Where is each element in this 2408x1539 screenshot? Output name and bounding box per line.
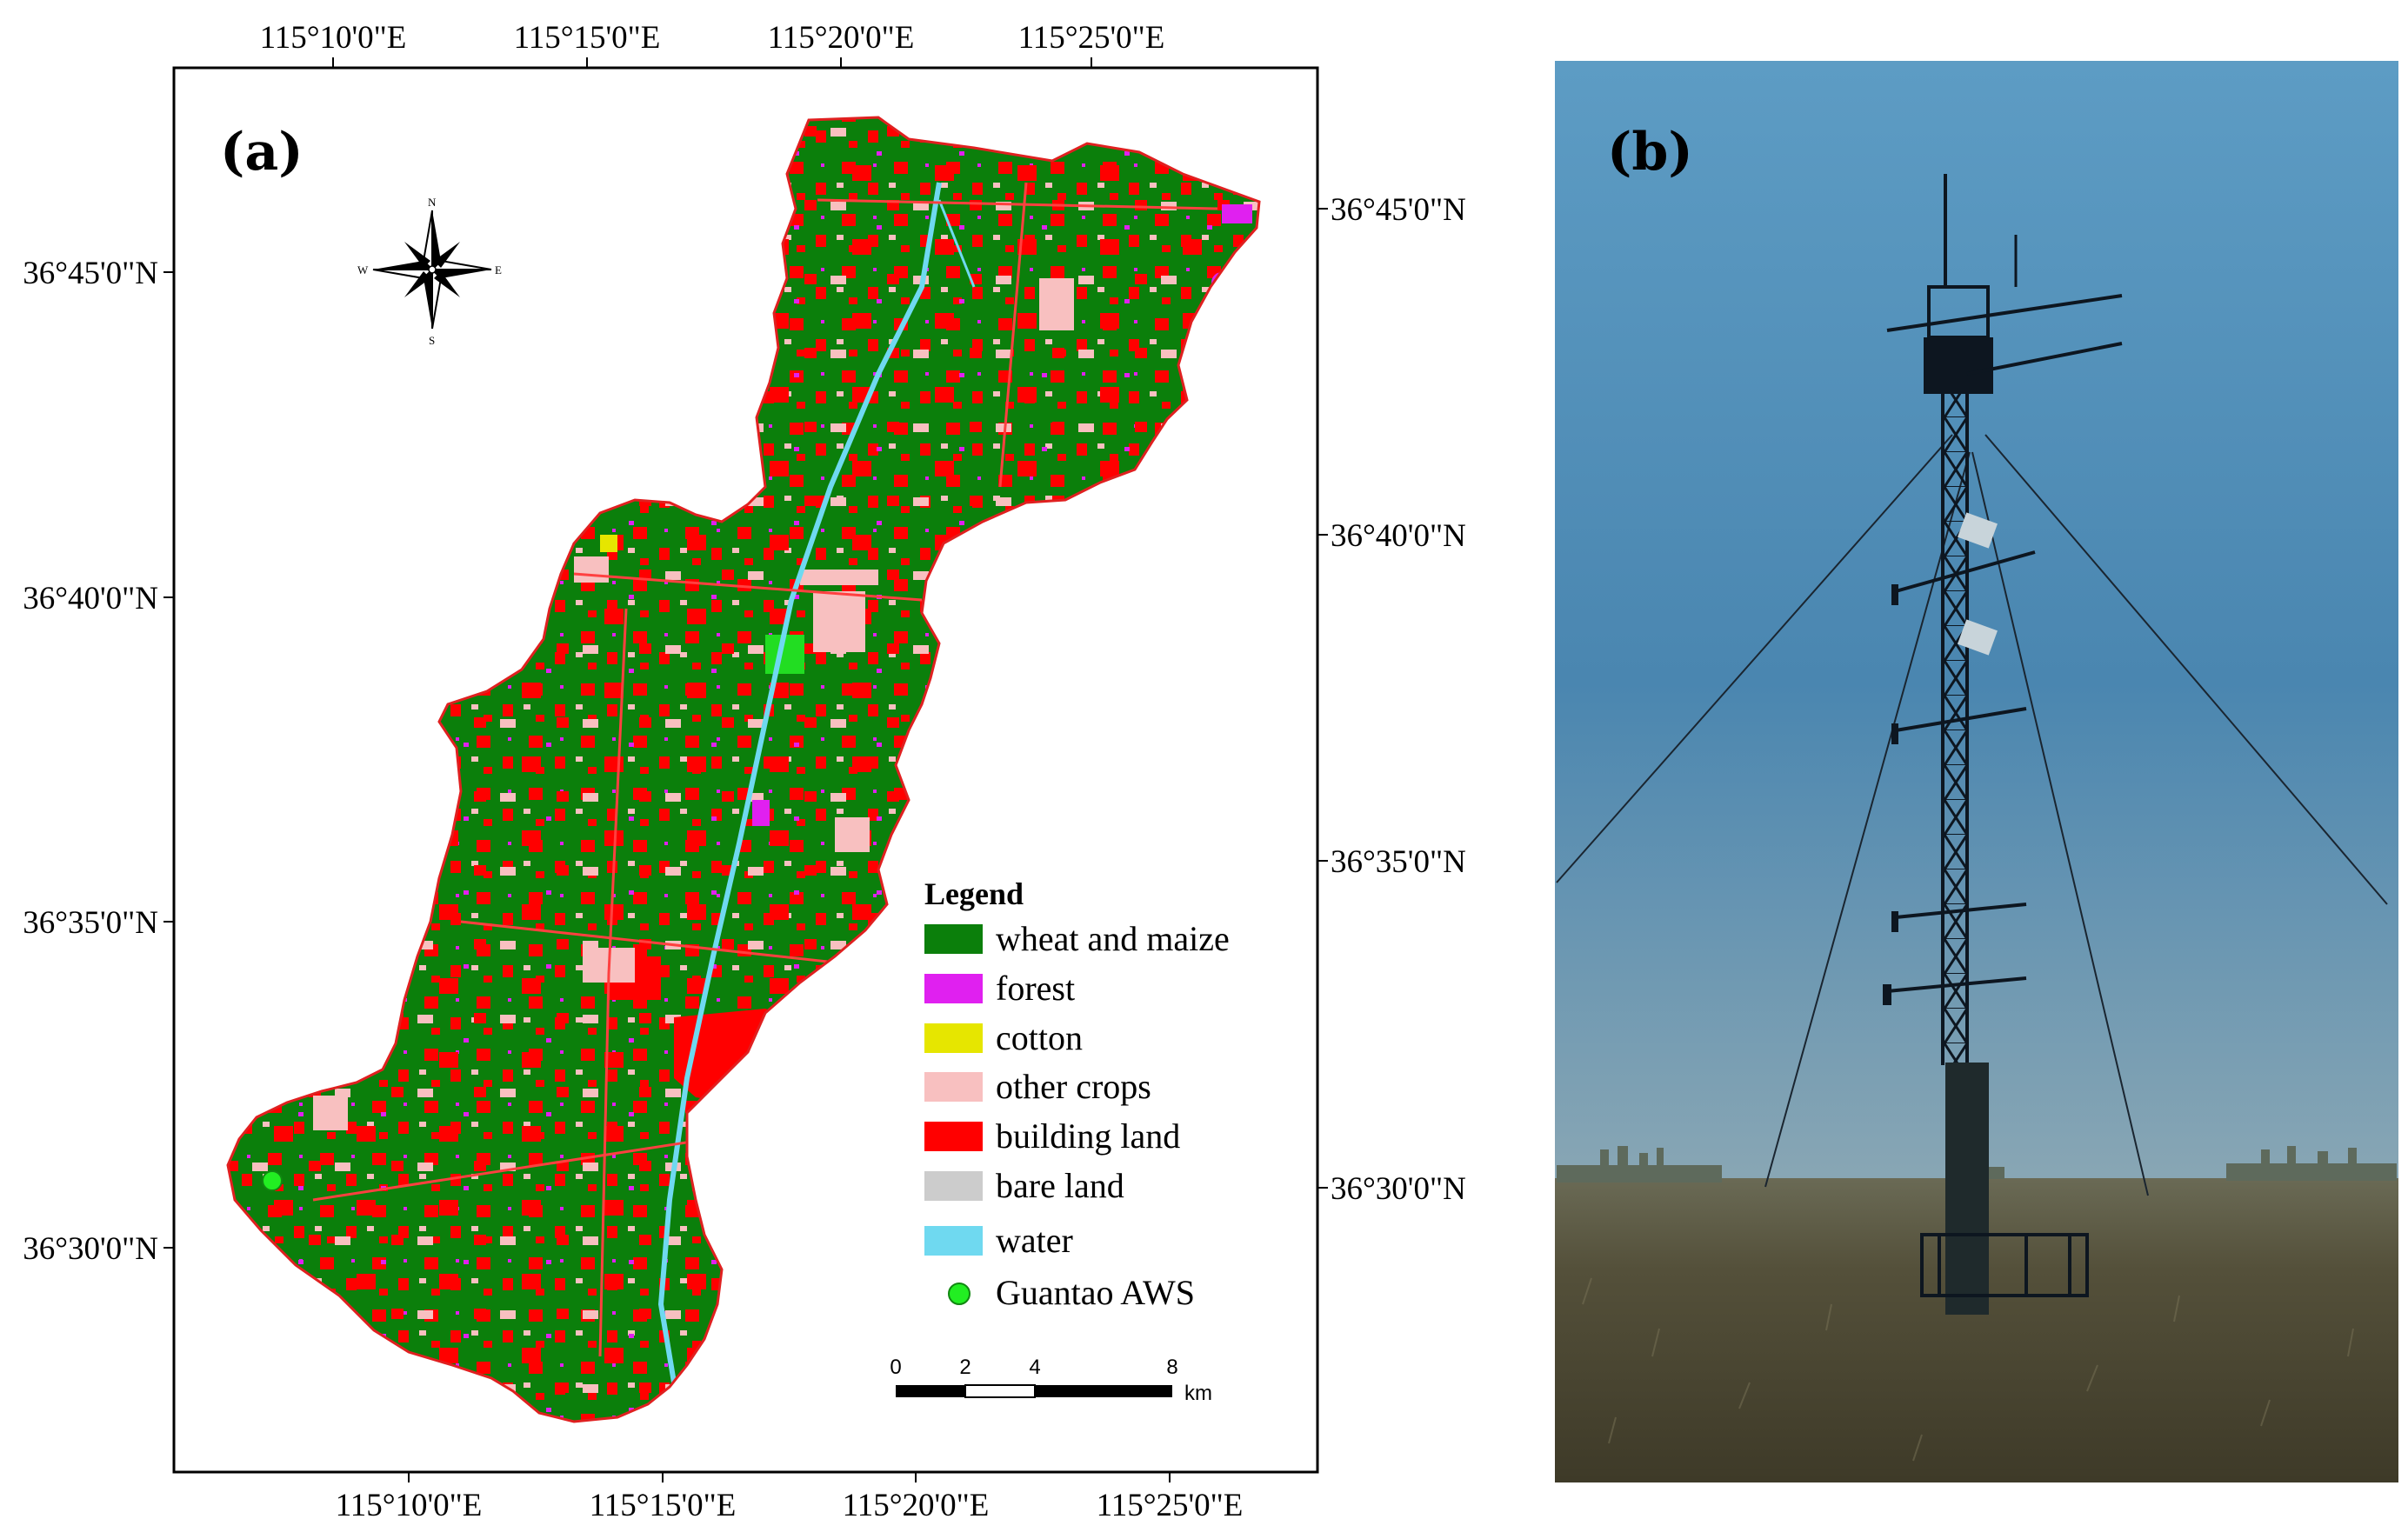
legend-label-building-land: building land — [996, 1116, 1180, 1156]
legend-label-wheat-and-maize: wheat and maize — [996, 919, 1230, 958]
legend-swatch-cotton — [924, 1023, 983, 1053]
right-tick-3: 36°35'0"N — [1331, 844, 1466, 880]
bottom-tick-3: 115°20'0"E — [843, 1488, 990, 1523]
panel-b-label: (b) — [1607, 122, 1693, 183]
legend-items: wheat and maize forest cotton other crops bu… — [924, 919, 1230, 1312]
legend: Legend wheat and maize forest cotton other … — [924, 876, 1230, 1312]
scale-label-0: 0 — [890, 1356, 901, 1379]
tick-marks — [163, 57, 1328, 1482]
panel-b-photo: (b) — [1555, 61, 2398, 1482]
legend-label-other-crops: other crops — [996, 1067, 1151, 1106]
top-tick-4: 115°25'0"E — [1018, 20, 1165, 56]
legend-label-cotton: cotton — [996, 1018, 1083, 1057]
compass-w: W — [357, 263, 369, 276]
other-crops-patch — [813, 591, 865, 652]
treeline — [1557, 1146, 2397, 1183]
legend-swatch-building-land — [924, 1122, 983, 1151]
right-tick-4: 36°30'0"N — [1331, 1171, 1466, 1207]
legend-swatch-wheat-and-maize — [924, 924, 983, 954]
tower-base — [1945, 1063, 1989, 1315]
legend-label-water: water — [996, 1221, 1073, 1260]
river — [657, 182, 942, 1409]
compass-s: S — [429, 334, 435, 347]
guy-wires — [1556, 434, 2388, 1196]
right-tick-1: 36°45'0"N — [1331, 192, 1466, 228]
left-tick-labels: 36°45'0"N 36°40'0"N 36°35'0"N 36°30'0"N — [23, 256, 158, 1267]
legend-swatch-bare-land — [924, 1171, 983, 1201]
legend-swatch-other-crops — [924, 1072, 983, 1102]
left-tick-1: 36°45'0"N — [23, 256, 158, 291]
top-tick-3: 115°20'0"E — [768, 20, 915, 56]
right-tick-labels: 36°45'0"N 36°40'0"N 36°35'0"N 36°30'0"N — [1331, 192, 1466, 1207]
legend-swatch-guantao-aws — [948, 1282, 971, 1305]
tower — [1883, 174, 2123, 1315]
top-tick-labels: 115°10'0"E 115°15'0"E 115°20'0"E 115°25'… — [260, 20, 1165, 56]
top-tick-2: 115°15'0"E — [514, 20, 661, 56]
panel-a-map: (a) N S E W — [23, 20, 1466, 1523]
aws-station-marker — [262, 1170, 283, 1191]
legend-swatch-forest — [924, 974, 983, 1003]
legend-label-forest: forest — [996, 969, 1075, 1008]
scale-unit: km — [1184, 1382, 1212, 1405]
scale-bar: 0 2 4 8 km — [890, 1356, 1212, 1405]
panel-a-label: (a) — [220, 122, 304, 183]
bottom-tick-2: 115°15'0"E — [590, 1488, 737, 1523]
compass-n: N — [428, 196, 437, 209]
grass-texture — [1582, 1277, 2354, 1462]
legend-title: Legend — [924, 876, 1024, 911]
left-tick-4: 36°30'0"N — [23, 1231, 158, 1267]
bottom-tick-1: 115°10'0"E — [336, 1488, 483, 1523]
top-tick-1: 115°10'0"E — [260, 20, 407, 56]
legend-label-guantao-aws: Guantao AWS — [996, 1273, 1195, 1312]
scale-label-2: 2 — [959, 1356, 971, 1379]
bottom-tick-4: 115°25'0"E — [1097, 1488, 1244, 1523]
left-tick-2: 36°40'0"N — [23, 581, 158, 616]
tower-top-platform — [1924, 337, 1993, 394]
bottom-tick-labels: 115°10'0"E 115°15'0"E 115°20'0"E 115°25'… — [336, 1488, 1244, 1523]
legend-swatch-water — [924, 1226, 983, 1256]
compass-e: E — [495, 263, 502, 276]
compass-rose-icon: N S E W — [357, 196, 502, 347]
scale-label-4: 4 — [1029, 1356, 1040, 1379]
left-tick-3: 36°35'0"N — [23, 905, 158, 941]
legend-label-bare-land: bare land — [996, 1166, 1124, 1205]
scale-label-8: 8 — [1166, 1356, 1177, 1379]
right-tick-2: 36°40'0"N — [1331, 518, 1466, 554]
